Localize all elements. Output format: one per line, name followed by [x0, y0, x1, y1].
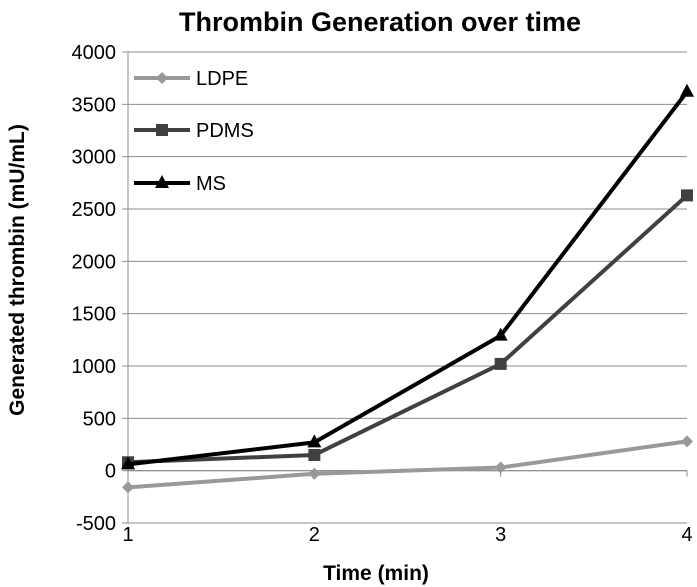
- x-tick-label: 3: [495, 524, 506, 546]
- series-line-ldpe: [127, 439, 688, 490]
- x-tick-label: 4: [681, 524, 692, 546]
- data-point-ms: [680, 83, 694, 97]
- legend-label-pdms: PDMS: [196, 120, 254, 142]
- data-point-ldpe: [681, 435, 693, 448]
- y-tick-label: -500: [76, 513, 116, 535]
- y-tick-labels: 4000 3500 3000 2500 2000 1500 1000 500 0 -500: [72, 42, 117, 535]
- y-tick-label: 0: [105, 461, 116, 483]
- y-tick-label: 2500: [72, 199, 117, 221]
- y-tick-label: 500: [83, 408, 116, 430]
- legend-marker-ldpe: [156, 72, 168, 84]
- y-tick-label: 1000: [72, 356, 117, 378]
- legend-item-pdms: PDMS: [134, 120, 254, 142]
- series-ms: [121, 83, 694, 470]
- data-point-pdms: [681, 189, 693, 202]
- x-axis-label: Time (min): [323, 562, 429, 585]
- series-line-pdms: [127, 193, 689, 465]
- x-tick-labels: 1 2 3 4: [122, 524, 692, 546]
- y-tick-label: 4000: [72, 42, 117, 64]
- data-point-ms: [493, 327, 508, 341]
- y-tick-label: 3000: [72, 147, 117, 169]
- data-point-pdms: [308, 448, 321, 461]
- data-point-ldpe: [122, 481, 134, 494]
- series-group: [121, 83, 694, 494]
- legend-marker-ms: [155, 175, 169, 188]
- legend-item-ldpe: LDPE: [134, 68, 248, 90]
- data-point-ms: [121, 456, 135, 470]
- chart-title: Thrombin Generation over time: [179, 7, 581, 37]
- series-pdms: [122, 189, 693, 469]
- data-point-ldpe: [308, 467, 321, 480]
- series-line-ms: [127, 90, 689, 467]
- y-tick-label: 3500: [72, 94, 117, 116]
- data-point-pdms: [494, 357, 507, 370]
- legend-item-ms: MS: [134, 173, 226, 195]
- legend-label-ldpe: LDPE: [196, 68, 248, 90]
- series-ldpe: [122, 435, 693, 494]
- x-tick-label: 1: [122, 524, 133, 546]
- legend-label-ms: MS: [196, 173, 226, 195]
- legend-marker-pdms: [156, 124, 168, 136]
- data-point-ms: [307, 434, 322, 448]
- y-axis-label: Generated thrombin (mU/mL): [6, 124, 29, 416]
- x-tick-label: 2: [309, 524, 320, 546]
- data-point-ldpe: [494, 461, 507, 474]
- y-tick-label: 1500: [72, 304, 117, 326]
- legend: LDPE PDMS MS: [134, 68, 254, 195]
- y-tick-label: 2000: [72, 251, 117, 273]
